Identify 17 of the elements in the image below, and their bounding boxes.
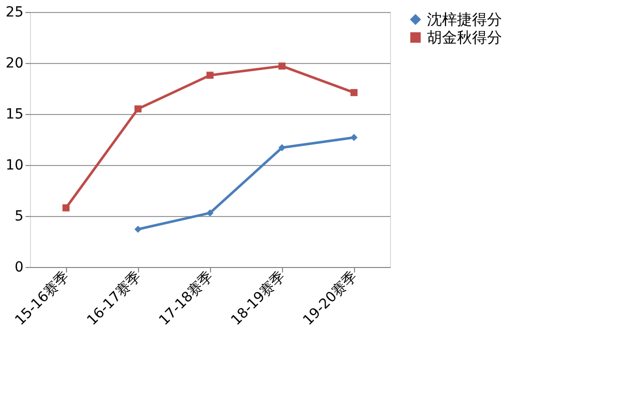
point: [278, 144, 286, 152]
point: [350, 134, 358, 141]
y-tick-label: 10: [6, 158, 24, 174]
y-tick-label: 15: [6, 106, 24, 122]
y-tick-label: 0: [14, 260, 24, 276]
point: [134, 105, 142, 112]
point: [278, 62, 286, 70]
point: [62, 204, 70, 212]
point: [206, 209, 214, 216]
point: [134, 226, 142, 233]
point: [206, 72, 214, 79]
y-tick-label: 25: [6, 4, 24, 20]
y-tick-label: 20: [6, 56, 24, 72]
y-tick-label: 5: [14, 208, 24, 224]
legend-label: 沈梓捷得分: [427, 10, 502, 28]
legend-label: 胡金秋得分: [427, 28, 502, 46]
point: [350, 89, 358, 96]
